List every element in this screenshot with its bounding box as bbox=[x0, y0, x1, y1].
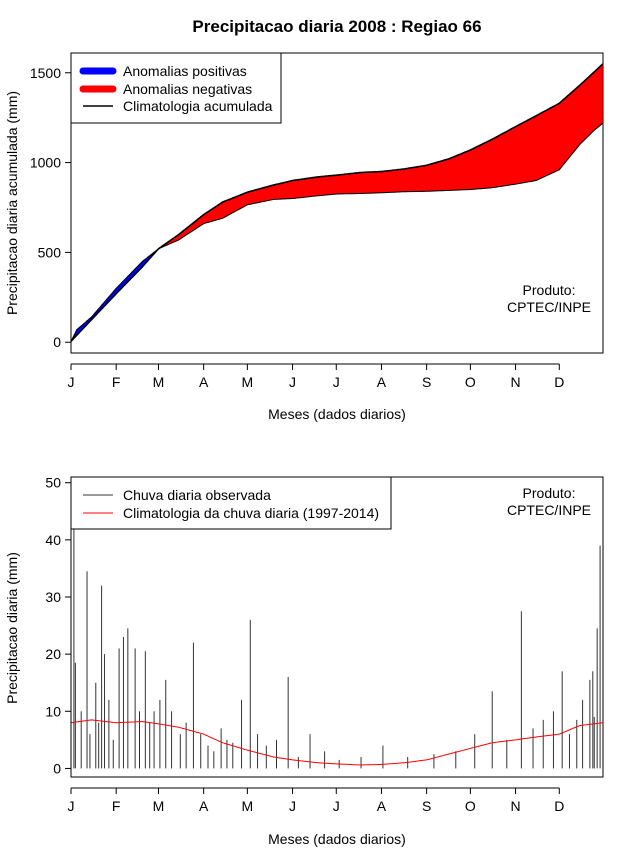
x-tick-label: D bbox=[554, 374, 564, 390]
x-tick-label: S bbox=[422, 798, 431, 814]
x-tick-label: M bbox=[153, 798, 165, 814]
legend-label-climatology-daily: Climatologia da chuva diaria (1997-2014) bbox=[123, 505, 379, 521]
cumulative-panel: J F M A M J J A S O N D 0 500 1000 1500 Meses (dados d… bbox=[4, 52, 604, 422]
cumulative-legend: Anomalias positivas Anomalias negativas … bbox=[70, 52, 282, 124]
cumulative-y-axis: 0 500 1000 1500 bbox=[30, 65, 72, 350]
x-tick-label: M bbox=[242, 798, 254, 814]
climatology-cumulative-line bbox=[70, 63, 604, 342]
x-tick-label: A bbox=[199, 374, 209, 390]
climatology-daily-line bbox=[70, 719, 604, 766]
x-tick-label: N bbox=[510, 798, 520, 814]
cumulative-y-label: Precipitacao diaria acumulada (mm) bbox=[4, 91, 20, 315]
x-tick-label: A bbox=[199, 798, 209, 814]
y-tick-label: 20 bbox=[45, 646, 61, 662]
x-tick-label: A bbox=[377, 798, 387, 814]
daily-legend: Chuva diaria observada Climatologia da c… bbox=[70, 476, 392, 530]
y-tick-label: 0 bbox=[53, 760, 61, 776]
x-tick-label: F bbox=[112, 798, 121, 814]
x-tick-label: J bbox=[333, 374, 340, 390]
x-tick-label: J bbox=[68, 374, 75, 390]
legend-label-climatology: Climatologia acumulada bbox=[123, 98, 273, 114]
x-tick-label: J bbox=[289, 798, 296, 814]
y-tick-label: 30 bbox=[45, 589, 61, 605]
legend-label-positive: Anomalias positivas bbox=[123, 63, 247, 79]
observed-daily-bars bbox=[73, 522, 601, 769]
x-tick-label: J bbox=[289, 374, 296, 390]
x-tick-label: N bbox=[510, 374, 520, 390]
x-tick-label: A bbox=[377, 374, 387, 390]
cumulative-x-label: Meses (dados diarios) bbox=[268, 406, 406, 422]
y-tick-label: 10 bbox=[45, 703, 61, 719]
x-tick-label: O bbox=[465, 374, 476, 390]
credit-product: Produto: bbox=[523, 282, 576, 298]
credit-org: CPTEC/INPE bbox=[507, 299, 591, 315]
daily-y-label: Precipitacao diaria (mm) bbox=[4, 552, 20, 704]
y-tick-label: 1000 bbox=[30, 155, 61, 171]
y-tick-label: 500 bbox=[38, 244, 62, 260]
x-tick-label: J bbox=[333, 798, 340, 814]
daily-legend-box bbox=[70, 476, 392, 530]
credit-product-daily: Produto: bbox=[523, 485, 576, 501]
credit-org-daily: CPTEC/INPE bbox=[507, 502, 591, 518]
y-tick-label: 0 bbox=[53, 334, 61, 350]
y-tick-label: 1500 bbox=[30, 65, 61, 81]
y-tick-label: 50 bbox=[45, 475, 61, 491]
legend-label-observed: Chuva diaria observada bbox=[123, 487, 271, 503]
x-tick-label: D bbox=[554, 798, 564, 814]
x-tick-label: F bbox=[112, 374, 121, 390]
daily-panel: J F M A M J J A S O N D 0 10 20 30 40 50 Meses (dados di… bbox=[4, 475, 604, 847]
x-tick-label: M bbox=[153, 374, 165, 390]
x-tick-label: J bbox=[68, 798, 75, 814]
x-tick-label: S bbox=[422, 374, 431, 390]
legend-label-negative: Anomalias negativas bbox=[123, 81, 252, 97]
y-tick-label: 40 bbox=[45, 532, 61, 548]
x-tick-label: O bbox=[465, 798, 476, 814]
x-tick-label: M bbox=[242, 374, 254, 390]
chart-title: Precipitacao diaria 2008 : Regiao 66 bbox=[192, 17, 481, 36]
daily-y-axis: 0 10 20 30 40 50 bbox=[45, 475, 72, 776]
daily-x-label: Meses (dados diarios) bbox=[268, 831, 406, 847]
